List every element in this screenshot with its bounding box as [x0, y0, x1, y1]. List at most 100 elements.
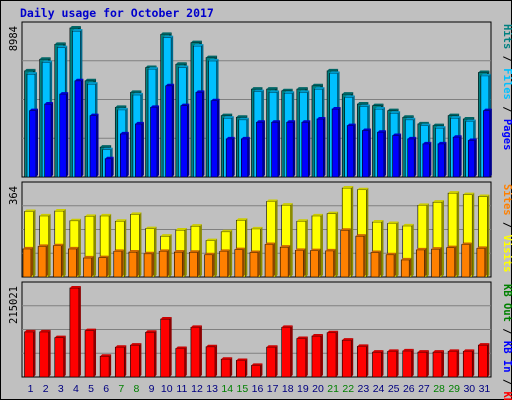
x-tick-label: 2	[43, 383, 49, 395]
y-max-label: 364	[8, 186, 20, 205]
bar-sites	[370, 250, 381, 278]
x-tick-label: 25	[388, 383, 400, 395]
bar-sites	[83, 255, 94, 278]
bar-pages	[377, 130, 386, 178]
bar-visits	[99, 213, 112, 278]
bar-pages	[180, 103, 190, 178]
x-tick-label: 5	[88, 383, 94, 395]
bar-kb-f	[39, 329, 51, 378]
bar-kb-f	[372, 350, 384, 378]
bar-sites	[52, 243, 64, 278]
bar-pages	[422, 141, 432, 178]
bar-kb-f	[145, 330, 157, 378]
bar-kb-f	[478, 343, 490, 378]
x-tick-label: 24	[373, 383, 385, 395]
y-axis-label-part: Hits	[501, 24, 512, 49]
y-axis-label: KB Out / KB In / KB F	[501, 284, 512, 400]
bar-sites	[461, 242, 472, 278]
bar-sites	[249, 250, 260, 278]
y-axis-label-separator: /	[501, 322, 512, 341]
bar-pages	[301, 120, 311, 178]
x-tick-label: 30	[463, 383, 475, 395]
bar-sites	[219, 249, 230, 278]
x-tick-label: 1	[28, 383, 34, 395]
bar-sites	[37, 244, 49, 278]
bar-kb-f	[296, 336, 308, 378]
bar-kb-f	[357, 344, 369, 378]
bar-kb-f	[190, 325, 202, 378]
x-tick-label: 31	[479, 383, 491, 395]
bar-kb-f	[205, 344, 218, 378]
bar-kb-f	[251, 363, 263, 378]
y-axis-label-separator: /	[501, 49, 512, 68]
bar-sites	[234, 247, 245, 278]
bar-pages	[29, 108, 38, 178]
bar-kb-f	[432, 350, 444, 378]
x-tick-label: 21	[327, 383, 339, 395]
chart-title: Daily usage for October 2017	[20, 6, 214, 20]
x-tick-label: 11	[176, 383, 187, 395]
bar-pages	[195, 90, 205, 178]
bar-pages	[452, 135, 462, 178]
bar-pages	[331, 107, 341, 178]
bar-sites	[400, 257, 412, 278]
y-axis-label-part: KB Out	[501, 284, 512, 322]
bar-kb-f	[417, 350, 429, 378]
bar-kb-f	[84, 328, 97, 378]
bar-visits	[387, 221, 399, 278]
bar-pages	[483, 108, 492, 178]
bar-pages	[210, 98, 220, 178]
bar-pages	[316, 116, 326, 178]
bar-kb-f	[175, 346, 187, 378]
bar-pages	[467, 138, 477, 178]
x-tick-label: 14	[221, 383, 233, 395]
bar-kb-f	[402, 348, 414, 378]
bar-kb-f	[447, 349, 460, 378]
x-tick-label: 13	[206, 383, 218, 395]
x-tick-label: 19	[297, 383, 309, 395]
bar-visits	[281, 203, 293, 278]
bar-pages	[392, 133, 402, 178]
bar-visits	[478, 194, 490, 278]
bar-pages	[437, 141, 447, 178]
bar-kb-f	[326, 330, 339, 378]
y-max-label: 8984	[8, 26, 20, 51]
bar-kb-f	[24, 329, 36, 378]
bar-sites	[264, 242, 276, 278]
bar-sites	[279, 245, 291, 278]
bar-sites	[355, 234, 366, 278]
y-axis-label-part: Visits	[501, 235, 512, 273]
x-tick-label: 29	[448, 383, 460, 395]
x-tick-label: 26	[403, 383, 415, 395]
bar-pages	[407, 136, 417, 178]
x-tick-label: 28	[433, 383, 445, 395]
bar-sites	[295, 248, 306, 278]
bar-sites	[158, 249, 170, 278]
x-tick-label: 7	[118, 383, 124, 395]
bar-visits	[114, 219, 127, 278]
bar-kb-f	[99, 354, 112, 378]
x-tick-label: 27	[418, 383, 430, 395]
bar-sites	[340, 228, 351, 278]
bar-sites	[431, 247, 442, 278]
x-tick-label: 17	[267, 383, 279, 395]
y-axis-label-separator: /	[501, 100, 512, 119]
x-tick-label: 4	[73, 383, 79, 395]
y-axis-label-separator: /	[501, 373, 512, 392]
bar-sites	[416, 247, 427, 278]
y-axis-label-part: KB F	[501, 391, 512, 400]
bar-kb-f	[311, 334, 323, 378]
bar-sites	[189, 250, 200, 278]
bar-pages	[241, 136, 250, 178]
bar-pages	[150, 105, 160, 178]
bar-kb-f	[341, 338, 354, 378]
bar-sites	[310, 248, 321, 278]
y-axis-label-part: Sites	[501, 184, 512, 216]
y-axis-label: Hits / Files / Pages	[501, 24, 512, 150]
bar-kb-f	[387, 349, 399, 378]
x-tick-label: 6	[103, 383, 109, 395]
x-tick-label: 22	[342, 383, 354, 395]
y-axis-label-separator: /	[501, 216, 512, 235]
bar-kb-f	[462, 349, 475, 378]
